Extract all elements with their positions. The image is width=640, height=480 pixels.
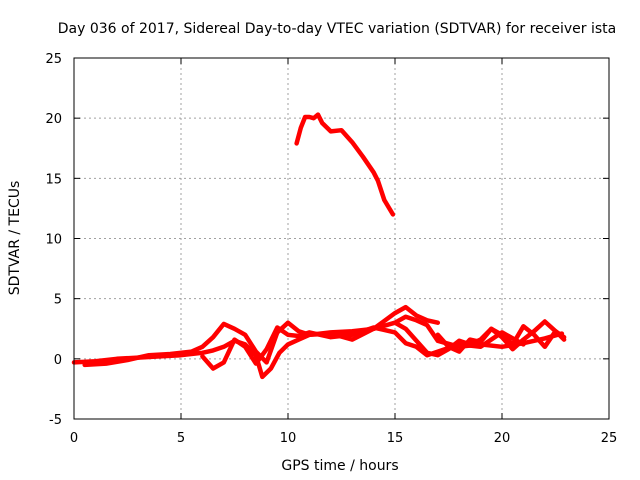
y-tick-label: 0 [54,353,62,368]
x-tick-label: 20 [494,431,511,446]
plot-lines [71,112,567,380]
y-axis-label: SDTVAR / TECUs [7,181,23,296]
y-tick-label: 5 [54,293,62,308]
y-tick-label: 20 [45,112,62,127]
x-tick-label: 5 [177,431,185,446]
series-line-sat-a [71,314,565,380]
series-line-sat-e [435,324,567,354]
chart-title: Day 036 of 2017, Sidereal Day-to-day VTE… [58,21,616,37]
x-tick-label: 10 [280,431,297,446]
grid [74,58,609,419]
y-tick-label: 15 [45,172,62,187]
series-line-sat-b [82,304,441,368]
x-tick-labels: 0 5 10 15 20 25 [70,431,617,446]
y-tick-label: 10 [45,233,62,248]
y-tick-label: 25 [45,52,62,67]
ticks [73,57,610,420]
series-line-sat-f [294,112,396,217]
x-tick-label: 15 [387,431,404,446]
y-tick-label: -5 [49,413,62,428]
x-tick-label: 25 [601,431,618,446]
x-axis-label: GPS time / hours [281,458,398,474]
y-tick-labels: -5 0 5 10 15 20 25 [45,52,62,428]
x-tick-label: 0 [70,431,78,446]
